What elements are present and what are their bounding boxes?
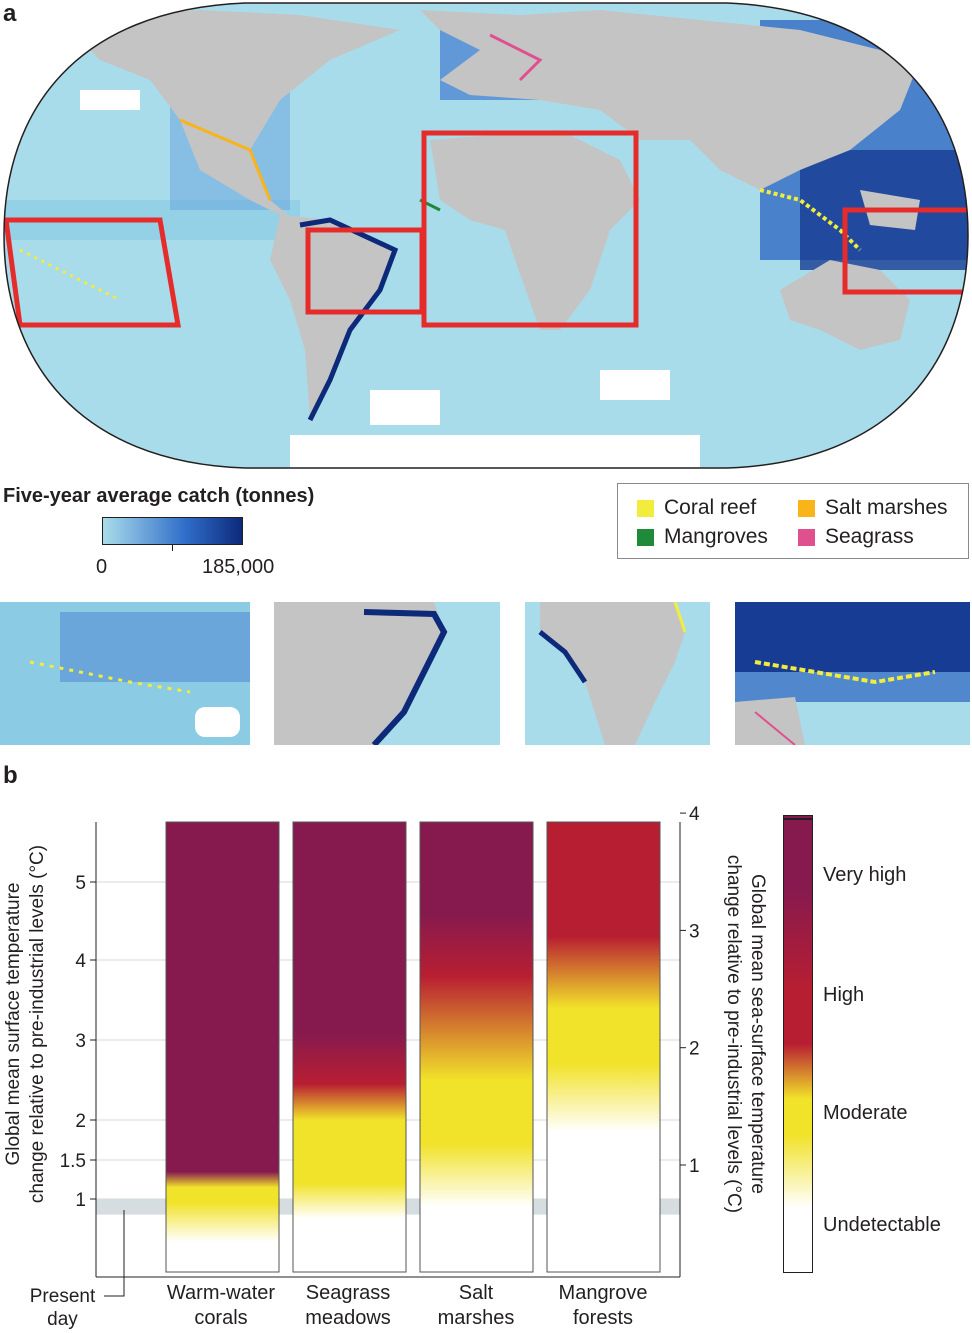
category-line1: Seagrass: [305, 1282, 391, 1304]
legend-item-seagrass: Seagrass: [798, 525, 914, 549]
inset-africa: [525, 602, 710, 745]
category-label-corals: Warm-water corals: [151, 1281, 291, 1331]
axes: [95, 822, 681, 1278]
risk-bar: [419, 821, 534, 1273]
risk-bar: [165, 821, 280, 1273]
right-ticks: 1 2 3 4: [680, 804, 700, 1177]
no-data-area: [370, 390, 440, 425]
bars: [165, 821, 661, 1273]
left-tick-label: 3: [75, 1031, 86, 1052]
risk-label-undetectable: Undetectable: [823, 1214, 941, 1236]
no-data-area: [600, 370, 670, 400]
left-tick-label: 4: [75, 951, 86, 972]
risk-colorbar: [783, 815, 813, 1273]
right-tick-label: 3: [689, 921, 700, 942]
legend-label: Coral reef: [664, 496, 757, 519]
panel-b-letter: b: [3, 762, 18, 789]
right-tick-label: 2: [689, 1039, 700, 1060]
risk-bar: [546, 821, 661, 1273]
colorbar-tick: [172, 545, 173, 551]
category-label-salt-marshes: Salt marshes: [406, 1281, 546, 1331]
mangroves-swatch: [637, 528, 654, 546]
legend-label: Seagrass: [825, 525, 914, 548]
category-line2: forests: [572, 1307, 634, 1329]
no-data-area: [80, 90, 140, 110]
coral-reef-coast: [759, 188, 862, 252]
present-day-line2: day: [47, 1309, 78, 1330]
risk-label-very-high: Very high: [823, 864, 907, 886]
salt-marshes-swatch: [798, 499, 815, 517]
inset-indonesia: [735, 602, 970, 745]
present-day-pointer: [104, 1210, 125, 1297]
category-line2: meadows: [305, 1307, 391, 1329]
habitat-legend: Coral reef Salt marshes Mangroves Seagra…: [617, 483, 969, 559]
left-tick-label: 1.5: [60, 1151, 86, 1172]
north-america: [60, 10, 400, 225]
risk-colorbar-top-line: [783, 818, 813, 820]
coast-catch: [299, 217, 399, 422]
colorbar-title: Five-year average catch (tonnes): [3, 485, 315, 507]
seagrass-coast: [489, 33, 543, 82]
africa: [430, 130, 640, 330]
left-tick-label: 1: [75, 1190, 86, 1211]
highlight-box-pacific: [4, 217, 181, 328]
risk-bar: [292, 821, 407, 1273]
right-tick-label: 4: [689, 804, 700, 825]
category-label-mangroves: Mangrove forests: [533, 1281, 673, 1331]
present-day-line1: Present: [29, 1286, 96, 1307]
panel-a-letter: a: [3, 0, 17, 27]
salt-marsh-coast: [179, 118, 272, 201]
present-day-label: Present day: [25, 1285, 100, 1331]
category-line2: marshes: [437, 1307, 515, 1329]
legend-item-salt-marshes: Salt marshes: [798, 496, 948, 520]
category-label-seagrass: Seagrass meadows: [278, 1281, 418, 1331]
south-america: [270, 215, 395, 420]
inset-brazil: [274, 602, 500, 745]
colorbar-max-label: 185,000: [202, 556, 275, 578]
category-line1: Warm-water: [166, 1282, 276, 1304]
eurasia: [420, 10, 920, 190]
legend-label: Salt marshes: [825, 496, 948, 519]
left-tick-label: 5: [75, 873, 86, 894]
legend-item-coral-reef: Coral reef: [637, 496, 756, 520]
highlight-box-indonesia: [842, 207, 968, 295]
colorbar: [102, 517, 243, 545]
inset-pacific: [0, 602, 250, 745]
legend-item-mangroves: Mangroves: [637, 525, 768, 549]
coral-reef-swatch: [637, 499, 654, 517]
seagrass-swatch: [798, 528, 815, 546]
world-map: [3, 2, 969, 469]
left-tick-label: 2: [75, 1111, 86, 1132]
highlight-box-africa: [421, 130, 639, 328]
coral-reef-pacific: [19, 248, 121, 302]
risk-label-high: High: [823, 984, 865, 1006]
left-ticks: 1 1.5 2 3 4 5: [60, 873, 96, 1211]
right-tick-label: 1: [689, 1156, 700, 1177]
risk-label-moderate: Moderate: [823, 1102, 908, 1124]
category-line1: Salt: [458, 1282, 494, 1304]
category-line2: corals: [194, 1307, 248, 1329]
category-line1: Mangrove: [558, 1282, 648, 1304]
australia: [780, 260, 910, 350]
colorbar-min-label: 0: [96, 556, 108, 578]
legend-label: Mangroves: [664, 525, 768, 548]
antarctica: [290, 435, 700, 468]
